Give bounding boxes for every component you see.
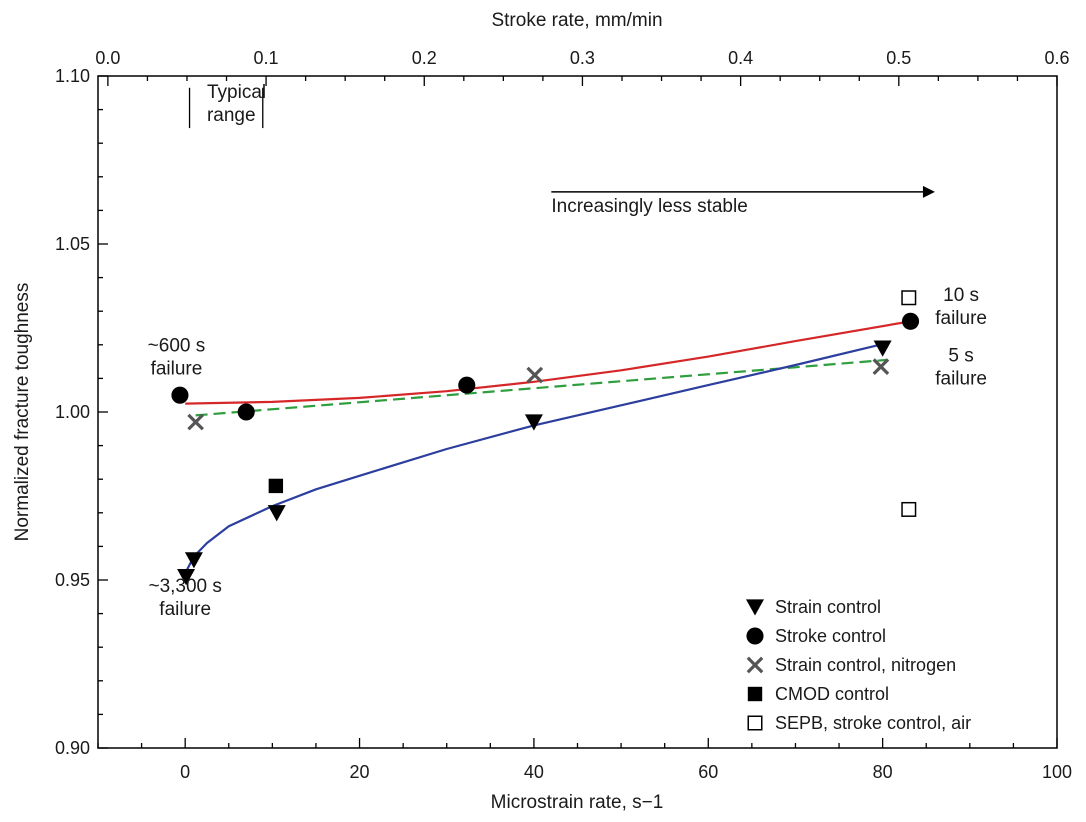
annotation-text: failure [159,599,211,620]
annotation-text: 10 s [943,285,979,306]
legend-marker [747,715,763,731]
data-point-series-2 [901,312,920,330]
data-point-series-1 [184,552,203,569]
y-tick-label: 1.00 [55,402,90,422]
legend-label: Stroke control [775,626,886,646]
stability-arrow-head [922,185,935,198]
x-tick-label: 60 [698,762,718,782]
y-tick-label: 0.90 [55,738,90,758]
x-tick-label: 20 [350,762,370,782]
annotation-text: Increasingly less stable [551,196,747,217]
data-point-series-1 [524,414,543,431]
y-tick-label: 1.05 [55,234,90,254]
legend: Strain control Stroke control Strain contr… [746,597,971,733]
data-point-series-1 [873,340,892,357]
data-point-series-1 [177,568,196,586]
trend-line-1 [185,320,911,405]
trend-line-2 [195,358,888,417]
x2-tick-label: 0.3 [570,48,595,68]
data-point-series-2 [237,403,255,421]
y-tick-label: 0.95 [55,570,90,590]
data-points [171,290,920,586]
x2-tick-label: 0.4 [728,48,753,68]
data-point-series-2 [171,386,189,404]
annotation-text: failure [151,359,203,380]
x-tick-label: 80 [873,762,893,782]
x2-tick-label: 0.5 [886,48,911,68]
x-tick-label: 0 [180,762,190,782]
annotation-text: failure [935,369,987,390]
legend-marker [746,599,764,616]
x2-tick-label: 0.6 [1044,48,1069,68]
data-point-series-3 [526,366,544,384]
x-axis-ticks: 0 20 40 60 80 100 [97,738,1072,782]
data-point-series-1 [267,505,286,522]
data-point-series-3 [872,358,890,375]
x-tick-label: 100 [1042,762,1072,782]
legend-label: CMOD control [775,684,889,704]
y-tick-label: 1.10 [55,66,90,86]
legend-label: SEPB, stroke control, air [775,713,971,733]
legend-marker [746,627,764,645]
trend-line-3 [184,342,888,574]
x2-axis-title: Stroke rate, mm/min [491,10,662,31]
annotation-text: 5 s [948,346,973,367]
legend-marker [746,656,764,674]
data-point-series-2 [458,376,476,394]
annotation-text: ~3,300 s [148,576,221,597]
annotation-text: ~600 s [148,336,206,357]
data-point-series-5 [901,290,917,306]
trend-lines [184,320,911,574]
legend-label: Strain control [775,597,881,617]
x-axis-title: Microstrain rate, s−1 [491,792,664,813]
x2-axis-ticks: 0.0 0.1 0.2 0.3 0.4 0.5 0.6 [95,48,1070,86]
x-tick-label: 40 [524,762,544,782]
x2-tick-label: 0.1 [254,48,279,68]
annotation-text: range [207,105,256,126]
annotation-text: Typical [207,82,266,103]
y-axis-title: Normalized fracture toughness [12,283,33,542]
y-axis-ticks: 0.90 0.95 1.00 1.05 1.10 [55,66,108,758]
annotation-text: failure [935,308,987,329]
data-point-series-5 [901,501,917,517]
legend-marker [747,686,763,702]
x2-tick-label: 0.2 [412,48,437,68]
data-point-series-3 [187,413,204,431]
x2-tick-label: 0.0 [95,48,120,68]
data-point-series-4 [268,478,284,494]
legend-label: Strain control, nitrogen [775,655,956,675]
